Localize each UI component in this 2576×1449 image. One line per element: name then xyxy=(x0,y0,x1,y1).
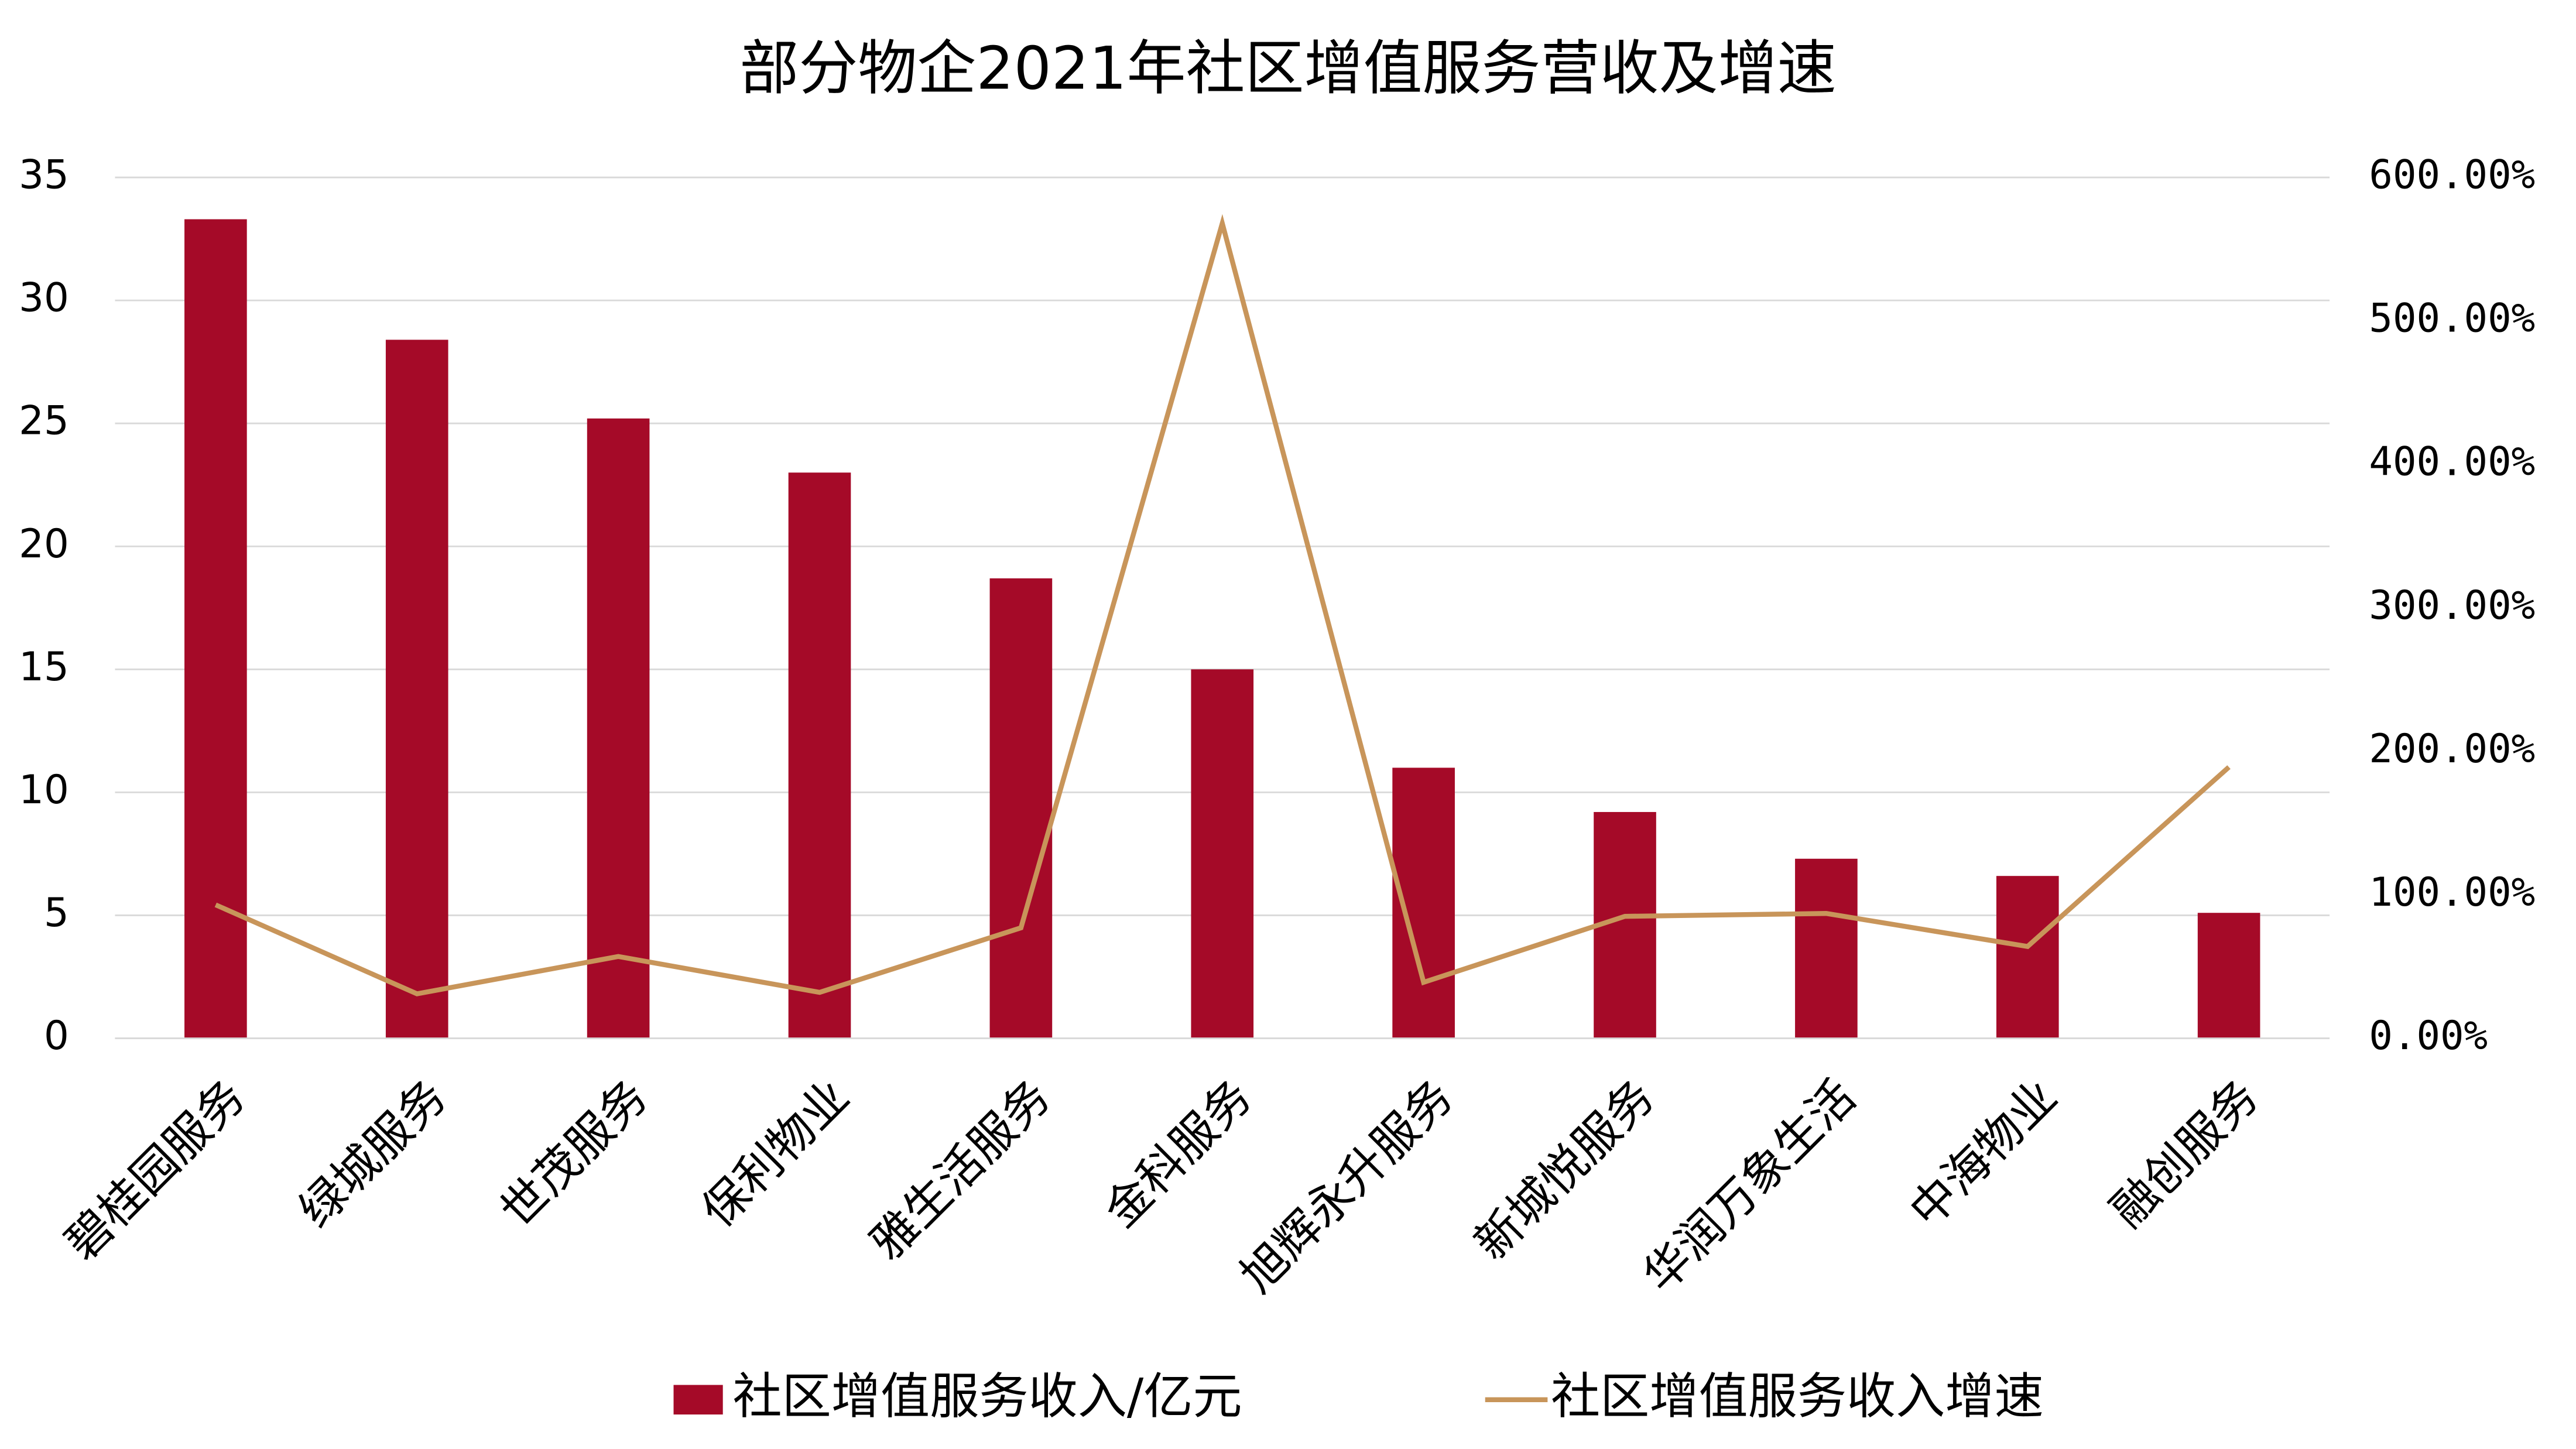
x-tick-label: 新城悦服务 xyxy=(1464,1070,1665,1270)
bar xyxy=(1996,876,2059,1039)
x-tick-label: 雅生活服务 xyxy=(860,1070,1061,1270)
bar xyxy=(989,578,1053,1039)
bar xyxy=(587,418,650,1039)
y-tick-label: 5 xyxy=(44,889,69,936)
y2-tick-label: 0.00% xyxy=(2369,1012,2488,1059)
y2-tick-label: 200.00% xyxy=(2369,725,2535,772)
y2-tick-label: 400.00% xyxy=(2369,439,2535,485)
y-tick-label: 0 xyxy=(44,1012,69,1059)
y-tick-label: 30 xyxy=(19,275,69,321)
y-tick-label: 35 xyxy=(19,152,69,198)
y2-tick-label: 500.00% xyxy=(2369,295,2535,341)
y-tick-label: 10 xyxy=(19,766,69,813)
bar xyxy=(1191,669,1254,1039)
bar xyxy=(1795,858,1858,1039)
x-tick-label: 碧桂园服务 xyxy=(54,1070,255,1270)
x-tick-label: 中海物业 xyxy=(1899,1070,2067,1238)
x-tick-label: 绿城服务 xyxy=(289,1070,457,1238)
y-tick-label: 25 xyxy=(19,398,69,444)
legend-label: 社区增值服务收入/亿元 xyxy=(733,1368,1242,1425)
y-tick-label: 20 xyxy=(19,520,69,567)
y2-tick-label: 300.00% xyxy=(2369,582,2535,628)
x-tick-label: 华润万象生活 xyxy=(1633,1070,1866,1303)
bar xyxy=(184,219,247,1039)
chart-title: 部分物企2021年社区增值服务营收及增速 xyxy=(739,33,1836,102)
line xyxy=(214,214,2231,996)
y2-tick-label: 600.00% xyxy=(2369,152,2535,198)
x-tick-label: 金科服务 xyxy=(1094,1070,1262,1238)
bar xyxy=(788,472,851,1039)
x-tick-label: 融创服务 xyxy=(2101,1070,2269,1238)
bar xyxy=(385,340,448,1039)
legend-label: 社区增值服务收入增速 xyxy=(1551,1368,2044,1425)
x-tick-label: 旭辉永升服务 xyxy=(1230,1070,1463,1303)
y-tick-label: 15 xyxy=(19,643,69,690)
bar xyxy=(2197,913,2260,1039)
legend-swatch xyxy=(673,1385,723,1415)
x-tick-label: 世茂服务 xyxy=(490,1070,658,1238)
y2-tick-label: 100.00% xyxy=(2369,869,2535,915)
x-tick-label: 保利物业 xyxy=(691,1070,859,1238)
